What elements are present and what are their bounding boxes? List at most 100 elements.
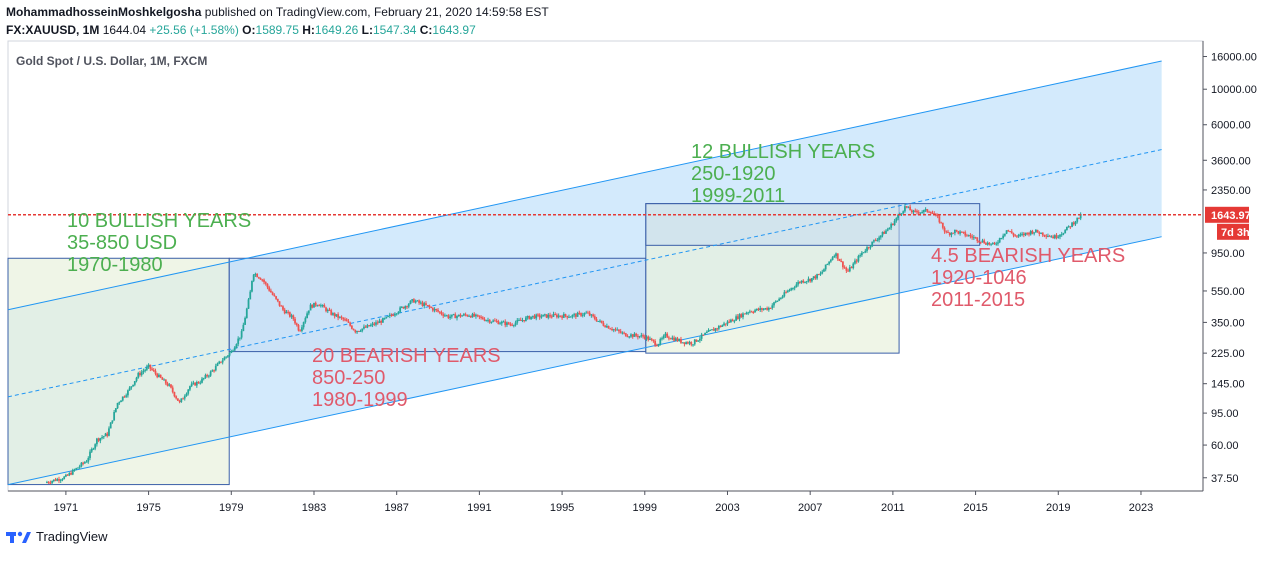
candle-body — [547, 314, 550, 318]
candle-body — [652, 339, 655, 342]
annotation-3-line-1: 12 BULLISH YEARS — [691, 141, 875, 163]
candle-body — [607, 325, 610, 329]
candle-body — [418, 300, 420, 303]
candle-body — [764, 308, 767, 310]
candle-body — [207, 375, 210, 377]
candle-body — [137, 373, 140, 378]
candle-body — [523, 320, 526, 322]
candle-body — [211, 370, 214, 372]
candle-body — [817, 274, 820, 276]
candle-body — [512, 325, 515, 327]
candle-body — [302, 322, 305, 328]
candle-body — [526, 316, 529, 318]
candle-body — [525, 317, 527, 322]
candle-body — [1005, 230, 1008, 234]
candle-body — [314, 302, 317, 306]
candle-body — [655, 345, 658, 347]
candle-body — [566, 315, 569, 318]
candle-body — [404, 306, 407, 309]
candle-body — [352, 328, 355, 331]
candle-body — [597, 320, 600, 322]
candle-body — [476, 314, 479, 316]
candle-body — [588, 312, 591, 316]
candle-body — [178, 400, 181, 402]
candle-body — [695, 339, 698, 342]
candle-body — [1038, 232, 1041, 234]
candle-body — [630, 334, 632, 337]
candle-body — [895, 218, 898, 221]
candle-body — [121, 396, 124, 401]
candle-body — [168, 384, 171, 386]
candle-body — [531, 315, 534, 317]
candle-body — [542, 314, 545, 317]
candle-body — [600, 320, 603, 323]
candle-body — [960, 231, 963, 233]
candle-body — [318, 305, 321, 307]
candle-body — [330, 310, 333, 315]
candle-body — [533, 315, 536, 319]
candle-body — [962, 231, 965, 233]
candle-body — [375, 322, 377, 325]
candle-body — [902, 211, 905, 214]
candle-body — [969, 235, 972, 237]
candle-body — [676, 338, 679, 342]
candle-body — [986, 242, 989, 245]
candle-body — [192, 382, 195, 384]
candle-body — [964, 232, 967, 236]
annotation-3-line-3: 1999-2011 — [691, 185, 785, 207]
candle-body — [183, 396, 186, 399]
candle-body — [811, 278, 813, 282]
countdown-label: 7d 3h — [1221, 227, 1250, 239]
candle-body — [874, 240, 877, 242]
candle-body — [1064, 230, 1067, 234]
candle-body — [707, 330, 710, 333]
candle-body — [109, 422, 112, 429]
candle-body — [766, 308, 769, 310]
candle-body — [611, 329, 613, 331]
candle-body — [457, 314, 460, 317]
candle-body — [445, 315, 448, 317]
candle-body — [747, 312, 750, 314]
candle-body — [506, 322, 508, 326]
candle-body — [59, 479, 62, 481]
author-name[interactable]: MohammadhosseinMoshkelgosha — [6, 5, 202, 19]
candle-body — [225, 356, 228, 358]
candle-body — [919, 212, 922, 214]
candle-body — [340, 316, 343, 318]
footer-brand[interactable]: TradingView — [6, 528, 108, 544]
candle-body — [454, 314, 457, 319]
candle-body — [71, 469, 74, 475]
candle-body — [959, 231, 961, 234]
candle-body — [979, 241, 982, 243]
candle-body — [848, 267, 851, 272]
candle-body — [602, 322, 605, 326]
candle-body — [1059, 234, 1061, 237]
candle-body — [929, 211, 932, 213]
candle-body — [704, 332, 706, 335]
candle-body — [197, 382, 200, 384]
candle-body — [220, 361, 222, 363]
candle-body — [618, 329, 620, 332]
candle-body — [49, 482, 52, 484]
candle-body — [1024, 232, 1027, 236]
candle-body — [82, 462, 85, 464]
candle-body — [56, 478, 59, 481]
candle-body — [237, 338, 240, 345]
candle-body — [624, 333, 627, 337]
candle-body — [573, 314, 576, 316]
candle-body — [497, 321, 500, 325]
candle-body — [697, 340, 700, 342]
candle-body — [905, 206, 908, 208]
candle-body — [58, 478, 60, 481]
channel-upper-line — [7, 60, 1162, 311]
candle-body — [490, 321, 493, 323]
candle-body — [333, 313, 336, 317]
candle-body — [833, 256, 836, 258]
candle-body — [1060, 234, 1063, 236]
candle-body — [723, 323, 725, 326]
candle-body — [254, 273, 257, 275]
candle-body — [502, 321, 505, 323]
candle-body — [400, 306, 403, 308]
